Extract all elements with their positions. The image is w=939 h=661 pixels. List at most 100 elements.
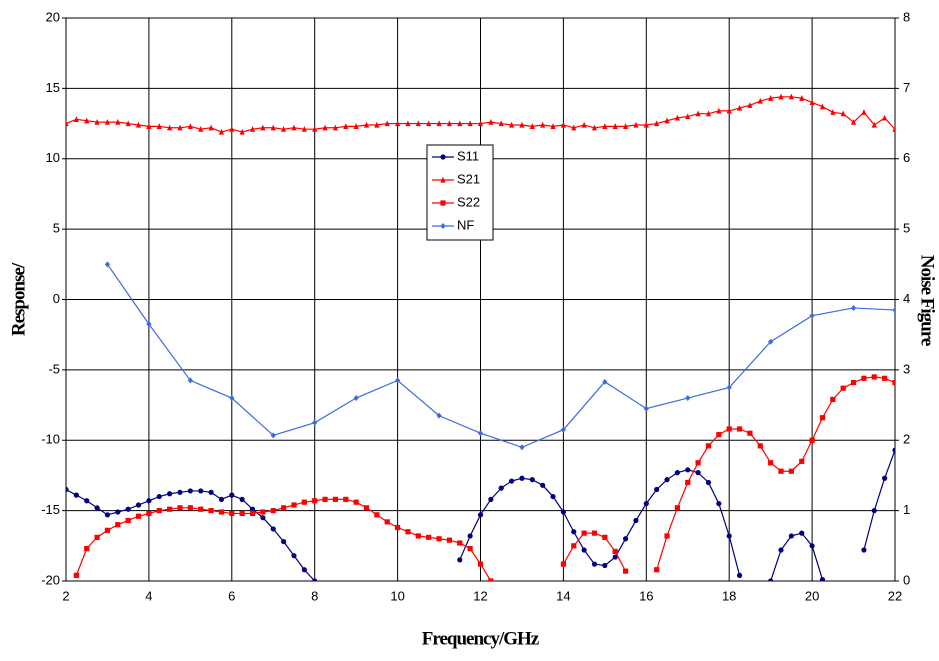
marker bbox=[104, 118, 111, 125]
marker bbox=[550, 123, 556, 129]
marker bbox=[602, 123, 608, 129]
marker bbox=[778, 547, 784, 553]
marker bbox=[249, 125, 256, 132]
marker bbox=[167, 124, 173, 131]
marker bbox=[270, 432, 276, 439]
x-tick-label: 6 bbox=[228, 588, 235, 603]
marker bbox=[654, 567, 660, 573]
y2-tick-label: 4 bbox=[903, 291, 910, 306]
y2-tick-label: 5 bbox=[903, 221, 910, 236]
marker bbox=[146, 321, 152, 328]
marker bbox=[301, 567, 307, 573]
marker bbox=[467, 546, 473, 552]
marker bbox=[249, 506, 256, 512]
y-tick-label: -5 bbox=[48, 361, 60, 376]
y2-tick-label: 0 bbox=[903, 572, 910, 587]
marker bbox=[809, 437, 815, 443]
marker bbox=[788, 533, 794, 539]
marker bbox=[571, 124, 577, 131]
marker bbox=[125, 120, 131, 127]
marker bbox=[882, 114, 888, 121]
marker bbox=[198, 488, 204, 494]
marker bbox=[249, 510, 256, 517]
marker bbox=[768, 578, 774, 581]
marker bbox=[498, 120, 504, 127]
y2-axis-title: Noise Figure bbox=[917, 255, 938, 346]
marker bbox=[871, 374, 877, 380]
y2-tick-label: 7 bbox=[903, 80, 910, 95]
marker bbox=[726, 107, 732, 114]
marker bbox=[477, 120, 484, 127]
marker bbox=[757, 443, 763, 449]
marker bbox=[312, 578, 318, 581]
marker bbox=[716, 432, 722, 438]
marker bbox=[260, 124, 266, 131]
marker bbox=[809, 99, 815, 106]
marker bbox=[198, 125, 204, 132]
legend-box bbox=[426, 144, 494, 241]
marker bbox=[602, 562, 608, 569]
marker bbox=[440, 200, 446, 206]
marker bbox=[177, 489, 183, 495]
marker bbox=[664, 533, 670, 539]
marker bbox=[384, 120, 390, 127]
marker bbox=[135, 121, 142, 128]
marker bbox=[353, 395, 359, 402]
marker bbox=[674, 470, 680, 476]
marker bbox=[156, 508, 162, 514]
y2-tick-label: 8 bbox=[903, 9, 910, 24]
y-tick-label: 15 bbox=[46, 80, 60, 95]
marker bbox=[674, 505, 680, 511]
marker bbox=[695, 470, 701, 476]
marker bbox=[498, 485, 504, 491]
marker bbox=[312, 498, 318, 504]
marker bbox=[581, 121, 587, 128]
marker bbox=[799, 530, 805, 536]
series-line bbox=[75, 376, 895, 581]
x-tick-label: 14 bbox=[556, 588, 570, 603]
marker bbox=[892, 447, 895, 453]
marker bbox=[726, 426, 732, 432]
marker bbox=[94, 505, 100, 511]
marker bbox=[747, 430, 753, 436]
marker bbox=[685, 479, 691, 486]
marker bbox=[705, 110, 712, 117]
marker bbox=[301, 499, 307, 505]
x-tick-label: 12 bbox=[473, 588, 487, 603]
marker bbox=[436, 120, 442, 127]
marker bbox=[695, 110, 701, 117]
marker bbox=[850, 304, 857, 311]
marker bbox=[643, 500, 649, 507]
x-tick-label: 10 bbox=[390, 588, 404, 603]
marker bbox=[622, 568, 629, 574]
marker bbox=[353, 123, 359, 129]
marker bbox=[643, 121, 649, 128]
marker bbox=[633, 121, 639, 128]
marker bbox=[736, 104, 743, 111]
y-tick-label: -15 bbox=[41, 502, 60, 517]
marker bbox=[146, 498, 152, 504]
marker bbox=[457, 540, 463, 546]
marker bbox=[654, 486, 660, 493]
marker bbox=[218, 509, 225, 515]
marker bbox=[892, 379, 895, 386]
marker bbox=[612, 123, 618, 129]
marker bbox=[477, 430, 484, 437]
marker bbox=[260, 509, 266, 515]
marker bbox=[177, 505, 183, 511]
marker bbox=[736, 426, 743, 432]
marker bbox=[115, 509, 121, 515]
marker bbox=[239, 128, 245, 135]
marker bbox=[571, 529, 577, 535]
marker bbox=[187, 488, 193, 494]
marker bbox=[778, 93, 784, 100]
marker bbox=[395, 524, 401, 531]
marker bbox=[229, 492, 235, 498]
marker bbox=[830, 109, 836, 115]
marker bbox=[560, 426, 566, 433]
y2-tick-label: 2 bbox=[903, 432, 910, 447]
marker bbox=[301, 125, 307, 132]
marker bbox=[239, 496, 245, 502]
marker bbox=[104, 527, 111, 533]
marker bbox=[66, 486, 69, 493]
